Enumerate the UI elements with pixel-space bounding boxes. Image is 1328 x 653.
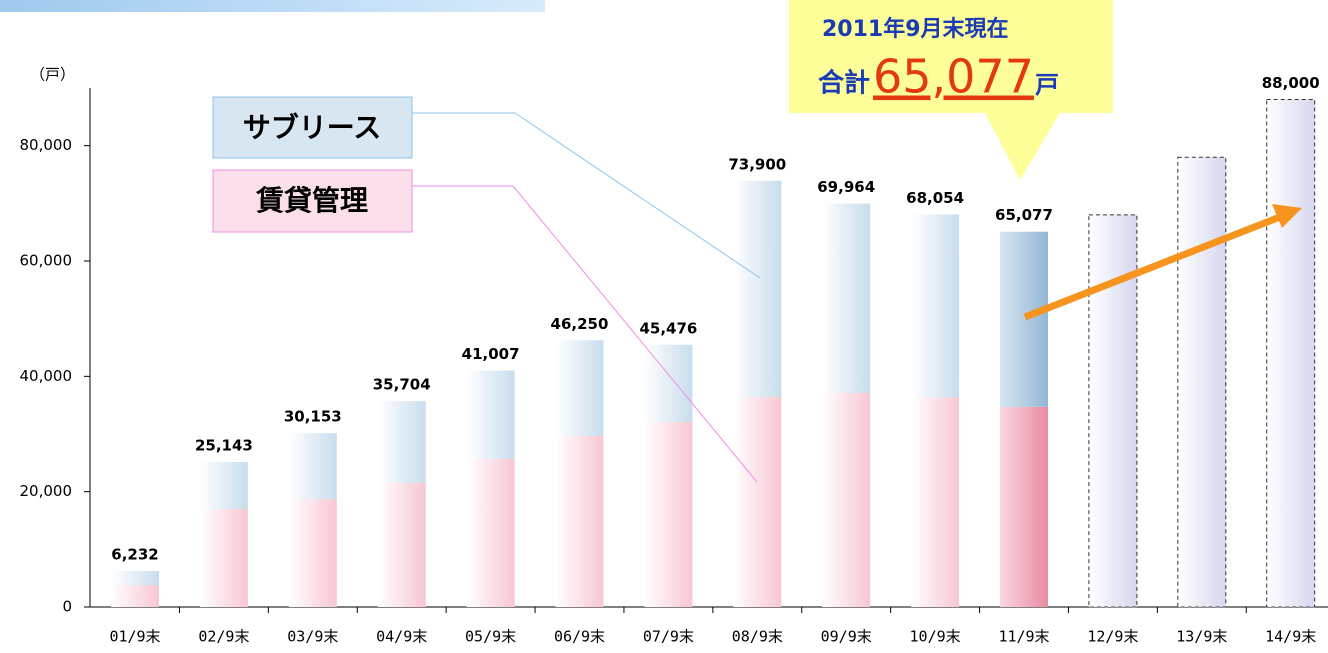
- y-tick-label: 40,000: [20, 367, 73, 385]
- bar-segment: [466, 458, 515, 607]
- value-label: 46,250: [551, 315, 609, 333]
- callout: [789, 0, 1113, 180]
- callout-number: 65,077: [873, 50, 1034, 104]
- x-tick-label: 10/9末: [910, 628, 961, 646]
- bar-segment: [555, 340, 604, 436]
- legend-box: [212, 96, 413, 159]
- x-tick-label: 02/9末: [198, 628, 249, 646]
- value-label: 30,153: [284, 408, 342, 426]
- bar-segment: [733, 180, 782, 398]
- bar-segment: [466, 370, 515, 459]
- callout-text: 戸: [1035, 71, 1059, 99]
- leader-line: [514, 112, 761, 279]
- leader-line: [512, 185, 758, 483]
- legend-label: 賃貸管理: [255, 184, 368, 217]
- x-tick-label: 01/9末: [109, 628, 160, 646]
- value-label: 25,143: [195, 437, 253, 455]
- trend-arrow: [1023, 211, 1287, 321]
- bar-segment: [733, 397, 782, 607]
- bar-segment: [111, 571, 159, 586]
- bar-segment: [199, 462, 248, 509]
- trend-arrowhead: [1272, 204, 1302, 228]
- x-tick-label: 08/9末: [732, 628, 783, 646]
- value-label: 73,900: [728, 155, 786, 173]
- bar-segment: [822, 393, 871, 607]
- value-label: 68,054: [906, 189, 964, 207]
- bar-segment: [288, 433, 337, 500]
- forecast-bar: [1266, 99, 1316, 608]
- header-band: [0, 0, 545, 12]
- x-tick-label: 09/9末: [821, 628, 872, 646]
- x-tick-label: 14/9末: [1265, 628, 1316, 646]
- x-tick-label: 06/9末: [554, 628, 605, 646]
- bar-segment: [644, 421, 693, 607]
- y-tick-label: 20,000: [20, 482, 73, 500]
- bar-segment: [1000, 231, 1048, 407]
- bar-segment: [822, 203, 871, 394]
- value-label: 41,007: [462, 345, 520, 363]
- bar-segment: [1000, 406, 1048, 607]
- x-tick-label: 13/9末: [1176, 628, 1227, 646]
- x-tick-label: 05/9末: [465, 628, 516, 646]
- bar-segment: [911, 397, 960, 607]
- value-label: 35,704: [373, 376, 431, 394]
- bar-segment: [555, 435, 604, 607]
- x-tick-label: 04/9末: [376, 628, 427, 646]
- value-label: 45,476: [639, 319, 697, 337]
- bar-segment: [377, 401, 426, 484]
- y-axis-label: （戸）: [30, 66, 75, 84]
- callout-text: 合計: [818, 68, 870, 99]
- value-label: 65,077: [995, 206, 1053, 224]
- value-label: 6,232: [111, 546, 158, 564]
- value-label: 69,964: [817, 178, 875, 196]
- bar-segment: [288, 499, 337, 607]
- bar-segment: [111, 585, 159, 607]
- bar-segment: [377, 483, 426, 607]
- y-tick-label: 0: [62, 598, 72, 616]
- bar-segment: [199, 508, 248, 607]
- bar-segment: [911, 214, 960, 398]
- legend-label: サブリース: [243, 111, 382, 144]
- value-label: 88,000: [1262, 74, 1320, 92]
- bar-segment: [644, 344, 693, 422]
- x-tick-label: 12/9末: [1087, 628, 1138, 646]
- x-tick-label: 03/9末: [287, 628, 338, 646]
- x-tick-label: 11/9末: [998, 628, 1049, 646]
- forecast-bar: [1177, 156, 1227, 608]
- y-tick-label: 60,000: [20, 252, 73, 270]
- legend-box: [212, 169, 413, 233]
- callout-text: 2011年9月末現在: [822, 16, 1009, 42]
- y-tick-label: 80,000: [20, 136, 73, 154]
- x-tick-label: 07/9末: [643, 628, 694, 646]
